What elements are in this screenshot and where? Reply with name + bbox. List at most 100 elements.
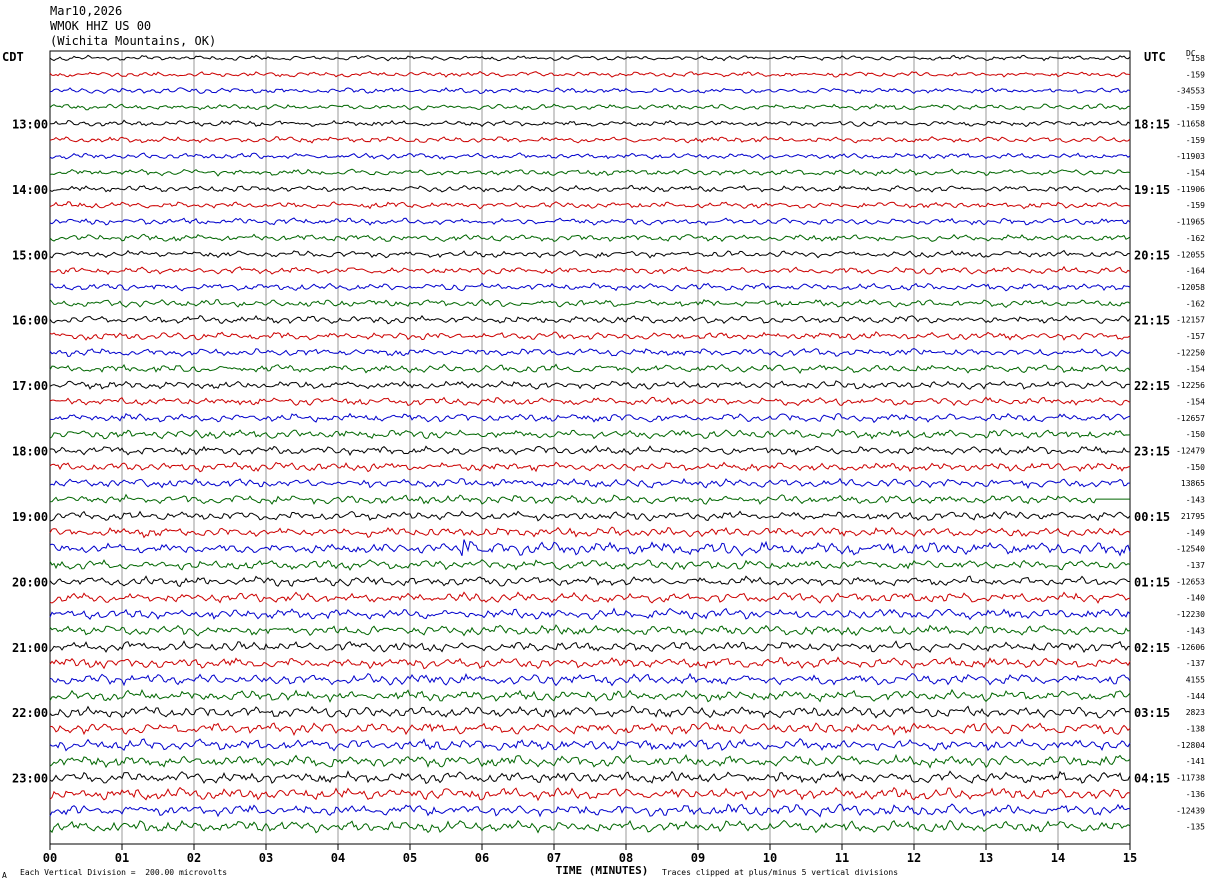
seismic-trace: [49, 737, 1131, 752]
seismic-trace: [49, 819, 1131, 834]
dc-offset-label: -157: [1186, 332, 1205, 341]
dc-offset-label: -158: [1186, 54, 1205, 63]
seismic-trace: [49, 412, 1131, 424]
seismic-trace: [49, 70, 1131, 78]
seismic-trace: [49, 152, 1131, 161]
dc-offset-label: -138: [1186, 725, 1205, 734]
dc-offset-label: -11965: [1176, 218, 1205, 227]
seismic-trace: [49, 493, 1130, 505]
dc-offset-label: -164: [1186, 267, 1205, 276]
left-hour-label: 21:00: [12, 641, 48, 655]
seismic-trace: [49, 396, 1131, 407]
dc-offset-header: DC: [1186, 49, 1196, 58]
right-hour-label: 20:15: [1134, 248, 1170, 262]
right-hour-label: 18:15: [1134, 117, 1170, 131]
left-hour-label: 17:00: [12, 379, 48, 393]
seismic-trace: [49, 591, 1131, 604]
seismic-trace: [49, 477, 1130, 489]
dc-offset-label: -140: [1186, 594, 1205, 603]
dc-offset-label: -12540: [1176, 545, 1205, 554]
right-hour-label: 03:15: [1134, 706, 1170, 720]
x-tick-label: 01: [115, 851, 129, 865]
dc-offset-label: -12479: [1176, 447, 1205, 456]
dc-offset-label: -159: [1186, 70, 1205, 79]
x-tick-label: 11: [835, 851, 849, 865]
dc-offset-label: -143: [1186, 496, 1205, 505]
seismic-trace: [49, 282, 1131, 292]
dc-offset-label: -11658: [1176, 119, 1205, 128]
dc-offset-label: -12157: [1176, 316, 1205, 325]
dc-offset-label: -144: [1186, 692, 1205, 701]
scale-note: Each Vertical Division = 200.00 microvol…: [20, 868, 228, 877]
seismic-trace: [49, 428, 1131, 440]
dc-offset-label: -12256: [1176, 381, 1205, 390]
seismic-trace: [49, 624, 1131, 637]
seismic-trace: [49, 363, 1131, 374]
dc-offset-label: -12657: [1176, 414, 1205, 423]
dc-offset-label: -12058: [1176, 283, 1205, 292]
dc-offset-label: -159: [1186, 136, 1205, 145]
x-tick-label: 12: [907, 851, 921, 865]
left-hour-label: 19:00: [12, 510, 48, 524]
seismic-trace: [49, 217, 1131, 226]
dc-offset-label: -11738: [1176, 774, 1205, 783]
dc-offset-label: -136: [1186, 790, 1205, 799]
right-hour-label: 04:15: [1134, 772, 1170, 786]
left-hour-label: 20:00: [12, 575, 48, 589]
dc-offset-label: -34553: [1176, 87, 1205, 96]
seismic-trace: [49, 87, 1131, 95]
x-tick-label: 03: [259, 851, 273, 865]
right-hour-label: 23:15: [1134, 445, 1170, 459]
seismic-trace: [49, 249, 1131, 259]
seismic-trace: [49, 136, 1131, 144]
dc-offset-label: -159: [1186, 103, 1205, 112]
x-tick-label: 02: [187, 851, 201, 865]
x-tick-label: 15: [1123, 851, 1137, 865]
dc-offset-label: -12055: [1176, 250, 1205, 259]
left-hour-label: 18:00: [12, 445, 48, 459]
seismic-trace: [49, 526, 1131, 539]
dc-offset-label: -12439: [1176, 806, 1205, 815]
corner-mark: A: [2, 871, 7, 880]
seismic-trace: [49, 298, 1131, 308]
seismic-trace: [49, 656, 1131, 670]
seismic-trace: [49, 54, 1131, 62]
seismic-trace: [49, 770, 1131, 785]
seismic-trace: [49, 184, 1131, 193]
left-hour-label: 23:00: [12, 772, 48, 786]
seismic-trace: [49, 201, 1131, 210]
seismic-trace: [49, 265, 1131, 276]
x-tick-label: 10: [763, 851, 777, 865]
dc-offset-label: 13865: [1181, 479, 1205, 488]
dc-offset-label: -12230: [1176, 610, 1205, 619]
seismic-trace: [49, 786, 1131, 802]
left-hour-label: 15:00: [12, 248, 48, 262]
x-tick-label: 06: [475, 851, 489, 865]
right-hour-label: 21:15: [1134, 314, 1170, 328]
seismic-trace: [49, 640, 1131, 653]
seismic-trace: [49, 539, 1131, 557]
plot-frame: [49, 50, 1131, 845]
x-tick-label: 00: [43, 851, 57, 865]
seismic-trace: [49, 348, 1131, 358]
dc-offset-label: -12250: [1176, 348, 1205, 357]
dc-offset-label: -159: [1186, 201, 1205, 210]
dc-offset-label: -162: [1186, 299, 1205, 308]
seismic-trace: [49, 672, 1131, 687]
seismic-trace: [49, 559, 1131, 571]
right-timezone-label: UTC: [1144, 50, 1166, 64]
seismic-trace: [49, 314, 1131, 325]
x-tick-label: 05: [403, 851, 417, 865]
header-date: Mar10,2026: [50, 4, 123, 18]
x-axis-title: TIME (MINUTES): [556, 864, 649, 877]
seismic-trace: [49, 721, 1131, 737]
seismic-trace: [49, 803, 1131, 818]
seismic-trace: [49, 607, 1131, 621]
seismic-trace: [49, 233, 1131, 242]
left-hour-label: 16:00: [12, 314, 48, 328]
seismic-trace: [49, 753, 1131, 769]
seismic-trace: [49, 331, 1131, 341]
dc-offset-label: -154: [1186, 365, 1205, 374]
x-tick-label: 07: [547, 851, 561, 865]
